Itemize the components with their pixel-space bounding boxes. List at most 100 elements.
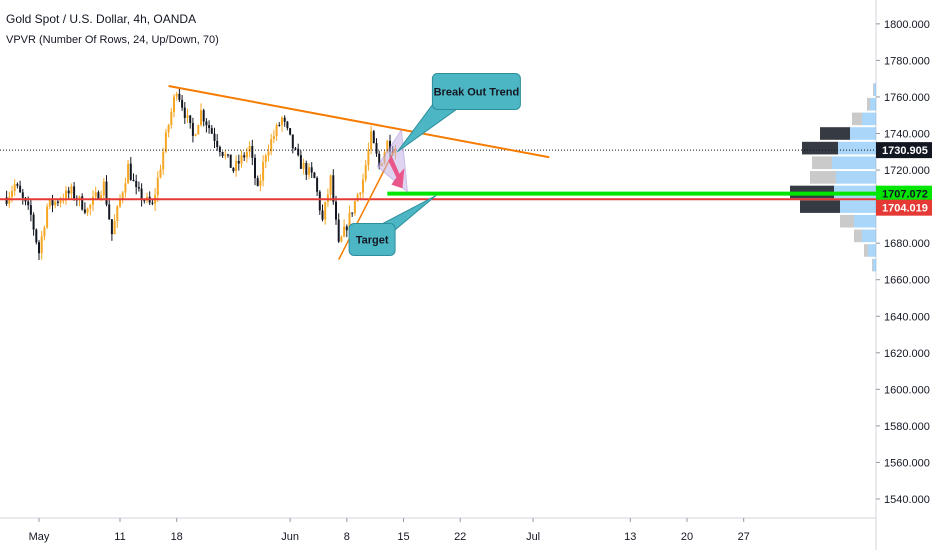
chart-title: Gold Spot / U.S. Dollar, 4h, OANDA <box>6 12 197 26</box>
y-tick-label: 1600.000 <box>884 384 930 396</box>
candle-body <box>221 152 224 156</box>
candle-body <box>189 115 192 124</box>
candle-body <box>54 201 57 206</box>
candle-body <box>73 186 76 199</box>
candle-body <box>367 149 370 166</box>
candle-body <box>51 199 54 206</box>
y-tick-label: 1740.000 <box>884 129 930 141</box>
candle-body <box>297 148 300 156</box>
candle-body <box>345 226 348 231</box>
candle-body <box>67 190 70 194</box>
candle-body <box>375 143 378 154</box>
candle-body <box>308 167 310 175</box>
candle-body <box>137 187 140 189</box>
candle-body <box>318 191 321 211</box>
candle-body <box>278 125 281 127</box>
candle-body <box>310 167 313 173</box>
volume-profile-bar-down <box>854 229 862 243</box>
candle-body <box>254 157 256 179</box>
candle-body <box>164 132 167 152</box>
candle-body <box>332 175 335 202</box>
candle-body <box>335 201 337 220</box>
candle-body <box>89 204 92 209</box>
price-badge-bg <box>876 185 932 202</box>
candle-body <box>62 200 65 202</box>
candle-body <box>181 99 184 108</box>
candle-body <box>132 179 135 182</box>
candle-body <box>289 128 292 135</box>
candle-body <box>286 121 289 129</box>
candle-body <box>197 125 200 135</box>
candle-body <box>65 190 67 201</box>
volume-profile-bar-up <box>854 214 876 228</box>
candle-body <box>340 236 343 242</box>
x-tick-label: 22 <box>454 531 466 543</box>
candlestick-series <box>5 88 397 261</box>
candle-body <box>48 199 51 207</box>
candle-body <box>191 123 194 136</box>
candle-body <box>262 162 265 181</box>
candle-body <box>156 177 159 196</box>
volume-profile-bar-up <box>840 200 876 213</box>
price-badge: 1707.072 <box>876 185 932 202</box>
candle-body <box>362 179 364 193</box>
candle-body <box>110 219 113 235</box>
candle-body <box>35 229 38 243</box>
candle-body <box>16 184 19 186</box>
candle-body <box>140 188 143 201</box>
volume-profile-bar-down <box>800 200 840 213</box>
candle-body <box>186 115 189 118</box>
candle-body <box>245 151 248 158</box>
candle-body <box>56 201 59 203</box>
candle-body <box>102 181 105 196</box>
x-tick-label: Jun <box>281 531 299 543</box>
candle-body <box>291 134 294 149</box>
x-tick-label: May <box>29 531 50 543</box>
y-tick-label: 1580.000 <box>884 421 930 433</box>
candle-body <box>38 242 40 254</box>
resistance-trendline <box>168 85 550 159</box>
candle-body <box>129 163 132 180</box>
candle-body <box>119 199 121 207</box>
candle-body <box>59 200 62 203</box>
volume-profile-bar-up <box>862 229 876 243</box>
price-badge: 1730.905 <box>876 142 932 159</box>
volume-profile-bar-up <box>832 156 876 170</box>
candle-body <box>351 212 354 214</box>
candle-body <box>135 181 138 188</box>
volume-profile-bar-down <box>840 214 854 228</box>
candle-body <box>235 160 238 172</box>
volume-profile-bar-down <box>864 244 868 257</box>
x-tick-label: 27 <box>738 531 750 543</box>
candle-body <box>229 154 232 168</box>
y-tick-label: 1680.000 <box>884 238 930 250</box>
candle-body <box>83 209 86 213</box>
candle-body <box>27 201 30 206</box>
volume-profile-bar-down <box>810 171 836 184</box>
price-badge: 1704.019 <box>876 199 932 216</box>
candle-body <box>113 220 116 235</box>
candle-body <box>389 140 391 152</box>
candle-body <box>167 125 170 133</box>
break-out-callout-box <box>431 72 521 110</box>
x-tick-label: 15 <box>397 531 409 543</box>
volume-profile-bar-up <box>836 171 876 184</box>
candle-body <box>5 197 8 204</box>
y-tick-label: 1800.000 <box>884 19 930 31</box>
y-tick-label: 1540.000 <box>884 494 930 506</box>
candle-body <box>232 167 235 172</box>
candle-body <box>173 96 175 112</box>
candle-body <box>326 194 329 203</box>
candle-body <box>251 146 254 158</box>
candle-body <box>8 196 11 204</box>
x-tick-label: 18 <box>171 531 183 543</box>
breakdown-arrow-icon <box>388 155 405 189</box>
indicator-label: VPVR (Number Of Rows, 24, Up/Down, 70) <box>6 34 219 46</box>
volume-profile-bar-down <box>812 156 832 170</box>
candle-body <box>337 219 340 242</box>
candle-body <box>216 140 219 148</box>
candle-body <box>92 196 94 205</box>
candle-body <box>70 186 73 194</box>
candle-body <box>162 151 165 170</box>
